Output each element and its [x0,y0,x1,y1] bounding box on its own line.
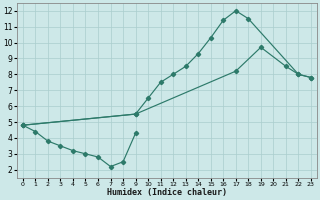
X-axis label: Humidex (Indice chaleur): Humidex (Indice chaleur) [107,188,227,197]
